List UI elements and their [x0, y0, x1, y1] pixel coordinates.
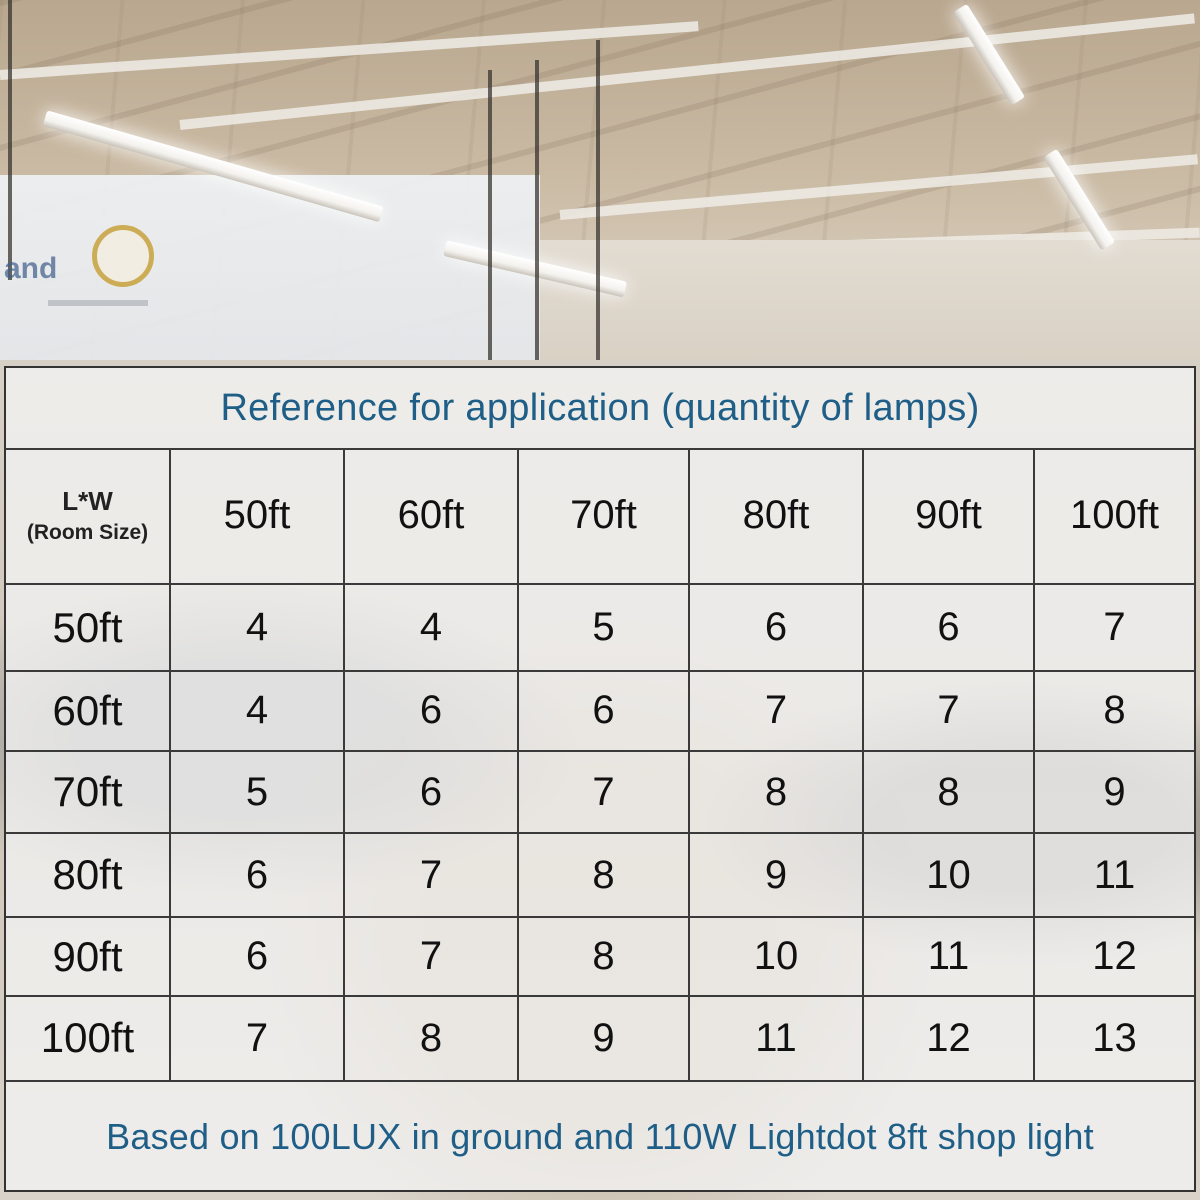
table-cell: 4 — [343, 583, 519, 672]
table-cell: 11 — [688, 994, 864, 1080]
row-header: 60ft — [6, 669, 171, 752]
table-cell: 6 — [343, 749, 519, 835]
table-cell: 9 — [1033, 749, 1194, 835]
table-cell: 11 — [1033, 832, 1194, 919]
table-cell: 11 — [862, 916, 1035, 997]
table-cell: 5 — [517, 583, 690, 672]
table-cell: 8 — [862, 749, 1035, 835]
table-cell: 6 — [343, 669, 519, 752]
table-title: Reference for application (quantity of l… — [220, 386, 980, 429]
column-header: 60ft — [343, 448, 519, 586]
table-cell: 10 — [862, 832, 1035, 919]
row-header: 90ft — [6, 916, 171, 997]
hanging-cable — [596, 40, 600, 370]
side-wall — [540, 240, 1200, 370]
row-header: 50ft — [6, 583, 171, 672]
wall-sign-text: and — [4, 252, 58, 285]
row-header: 80ft — [6, 832, 171, 919]
column-header: 80ft — [688, 448, 864, 586]
table-cell: 7 — [343, 916, 519, 997]
corner-header: L*W (Room Size) — [6, 448, 171, 586]
row-header: 100ft — [6, 994, 171, 1080]
table-cell: 8 — [688, 749, 864, 835]
table-row: 50ft 4 4 5 6 6 7 — [6, 583, 1194, 672]
table-cell: 13 — [1033, 994, 1194, 1080]
table-cell: 4 — [169, 583, 345, 672]
table-cell: 10 — [688, 916, 864, 997]
lamp-quantity-grid: L*W (Room Size) 50ft 60ft 70ft 80ft 90ft… — [6, 448, 1194, 1080]
column-header: 100ft — [1033, 448, 1194, 586]
table-row: 100ft 7 8 9 11 12 13 — [6, 994, 1194, 1080]
table-cell: 8 — [1033, 669, 1194, 752]
table-cell: 6 — [169, 916, 345, 997]
table-cell: 7 — [169, 994, 345, 1080]
table-row: 80ft 6 7 8 9 10 11 — [6, 832, 1194, 919]
column-header: 50ft — [169, 448, 345, 586]
lamp-quantity-table: Reference for application (quantity of l… — [4, 366, 1196, 1192]
header-row: L*W (Room Size) 50ft 60ft 70ft 80ft 90ft… — [6, 448, 1194, 586]
table-row: 70ft 5 6 7 8 8 9 — [6, 749, 1194, 835]
hanging-cable — [535, 60, 539, 370]
table-footer-row: Based on 100LUX in ground and 110W Light… — [6, 1080, 1194, 1192]
table-title-row: Reference for application (quantity of l… — [6, 368, 1194, 450]
hanging-cable — [488, 70, 492, 370]
table-cell: 6 — [517, 669, 690, 752]
table-cell: 9 — [517, 994, 690, 1080]
table-cell: 5 — [169, 749, 345, 835]
table-row: 60ft 4 6 6 7 7 8 — [6, 669, 1194, 752]
table-cell: 7 — [517, 749, 690, 835]
table-cell: 6 — [862, 583, 1035, 672]
table-cell: 12 — [1033, 916, 1194, 997]
table-cell: 4 — [169, 669, 345, 752]
back-wall — [0, 175, 540, 375]
column-header: 90ft — [862, 448, 1035, 586]
corner-sublabel: (Room Size) — [26, 521, 149, 545]
hanging-cable — [8, 0, 12, 280]
column-header: 70ft — [517, 448, 690, 586]
table-cell: 6 — [688, 583, 864, 672]
row-header: 70ft — [6, 749, 171, 835]
table-cell: 8 — [517, 916, 690, 997]
table-cell: 8 — [517, 832, 690, 919]
corner-label: L*W — [62, 486, 113, 517]
table-cell: 7 — [343, 832, 519, 919]
wall-logo-emblem — [92, 225, 154, 287]
table-row: 90ft 6 7 8 10 11 12 — [6, 916, 1194, 997]
table-cell: 12 — [862, 994, 1035, 1080]
table-cell: 7 — [862, 669, 1035, 752]
table-cell: 7 — [688, 669, 864, 752]
wall-sign-subtitle — [48, 300, 148, 306]
table-cell: 6 — [169, 832, 345, 919]
table-cell: 9 — [688, 832, 864, 919]
table-cell: 8 — [343, 994, 519, 1080]
table-cell: 7 — [1033, 583, 1194, 672]
table-footnote: Based on 100LUX in ground and 110W Light… — [106, 1116, 1094, 1157]
